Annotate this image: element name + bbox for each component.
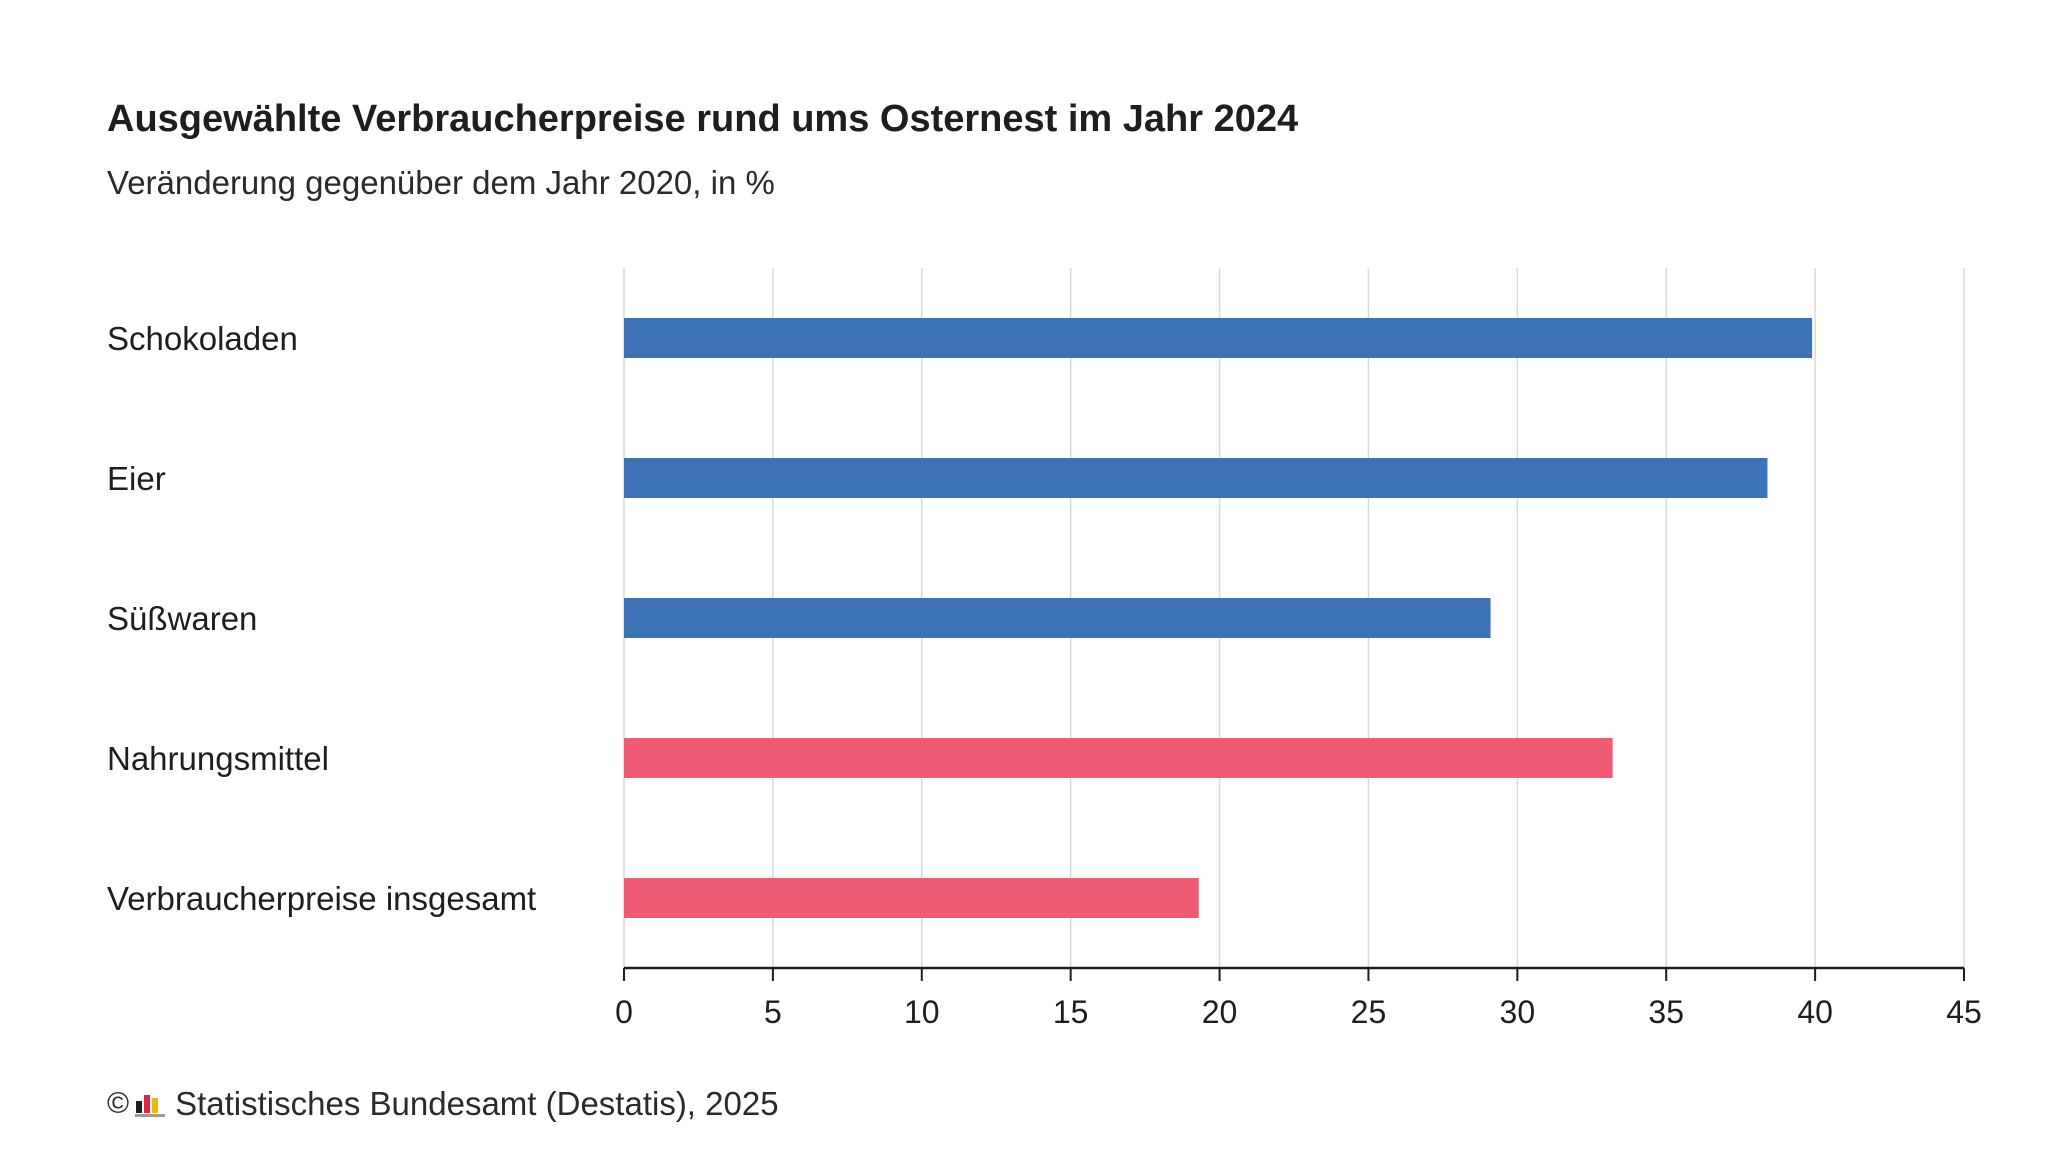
category-label: Verbraucherpreise insgesamt <box>107 880 536 917</box>
chart-title: Ausgewählte Verbraucherpreise rund ums O… <box>107 98 1299 140</box>
category-label: Süßwaren <box>107 600 257 637</box>
destatis-logo-icon <box>135 1095 166 1117</box>
x-tick-label: 25 <box>1351 994 1387 1030</box>
copyright-symbol: © <box>107 1087 130 1120</box>
x-tick-label: 35 <box>1648 994 1684 1030</box>
x-tick-label: 30 <box>1500 994 1536 1030</box>
bar-chart: Schokoladen Eier Süßwaren Nahrungsmittel Ver… <box>107 268 1982 1030</box>
x-tick-label: 20 <box>1202 994 1238 1030</box>
bar <box>624 878 1199 918</box>
x-tick-label: 15 <box>1053 994 1089 1030</box>
category-label: Nahrungsmittel <box>107 740 329 777</box>
bar <box>624 318 1813 358</box>
x-tick-label: 0 <box>615 994 633 1030</box>
bars <box>624 318 1813 918</box>
source-footer: © Statistisches Bundesamt (Destatis), 20… <box>107 1085 779 1123</box>
source-text: Statistisches Bundesamt (Destatis), 2025 <box>175 1085 779 1122</box>
category-labels: Schokoladen Eier Süßwaren Nahrungsmittel Ver… <box>107 320 536 917</box>
bar <box>624 738 1613 778</box>
category-label: Eier <box>107 460 166 497</box>
x-tick-label: 5 <box>764 994 782 1030</box>
x-tick-label: 10 <box>904 994 940 1030</box>
category-label: Schokoladen <box>107 320 298 357</box>
chart-subtitle: Veränderung gegenüber dem Jahr 2020, in … <box>107 164 775 201</box>
bar <box>624 458 1768 498</box>
x-axis: 0 5 10 15 20 25 30 35 40 45 <box>615 966 1982 1030</box>
x-tick-label: 40 <box>1797 994 1833 1030</box>
x-tick-label: 45 <box>1946 994 1982 1030</box>
bar <box>624 598 1491 638</box>
